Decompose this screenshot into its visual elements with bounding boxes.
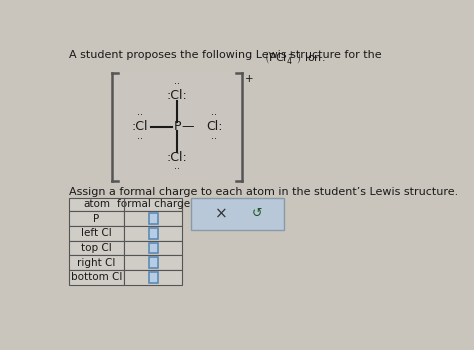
Bar bbox=[124, 241, 182, 255]
Bar bbox=[149, 257, 158, 268]
Text: ··: ·· bbox=[137, 134, 143, 143]
Bar bbox=[69, 241, 124, 255]
Text: ··: ·· bbox=[211, 134, 217, 143]
Text: :Cl: :Cl bbox=[132, 120, 148, 133]
Bar bbox=[69, 270, 124, 285]
Bar bbox=[69, 211, 124, 226]
Bar bbox=[124, 226, 182, 241]
Text: ··: ·· bbox=[174, 164, 180, 174]
Text: formal charge: formal charge bbox=[117, 199, 190, 209]
Bar bbox=[149, 214, 158, 224]
Text: left Cl: left Cl bbox=[81, 228, 112, 238]
Text: —: — bbox=[182, 120, 194, 133]
Text: P: P bbox=[173, 120, 181, 133]
Bar bbox=[69, 197, 182, 211]
Text: A student proposes the following Lewis structure for the: A student proposes the following Lewis s… bbox=[69, 50, 385, 60]
Text: —: — bbox=[155, 120, 167, 133]
Bar bbox=[112, 73, 242, 181]
Bar bbox=[149, 272, 158, 283]
Bar bbox=[124, 270, 182, 285]
Text: P: P bbox=[93, 214, 100, 224]
Text: Assign a formal charge to each atom in the student’s Lewis structure.: Assign a formal charge to each atom in t… bbox=[69, 187, 458, 197]
Bar bbox=[69, 255, 124, 270]
Text: top Cl: top Cl bbox=[81, 243, 112, 253]
Text: atom: atom bbox=[83, 199, 110, 209]
Bar bbox=[191, 197, 284, 230]
Text: $\left(\mathrm{PCl}_4^+\right)$ ion.: $\left(\mathrm{PCl}_4^+\right)$ ion. bbox=[264, 50, 325, 67]
Bar bbox=[149, 243, 158, 253]
Text: bottom Cl: bottom Cl bbox=[71, 272, 122, 282]
Text: ×: × bbox=[215, 206, 228, 221]
Text: $\circlearrowleft$: $\circlearrowleft$ bbox=[249, 207, 263, 220]
Text: Cl:: Cl: bbox=[206, 120, 222, 133]
Text: ··: ·· bbox=[211, 110, 217, 120]
Text: right Cl: right Cl bbox=[77, 258, 116, 268]
Text: :Cl:: :Cl: bbox=[167, 89, 187, 103]
Bar bbox=[149, 228, 158, 239]
Text: :Cl:: :Cl: bbox=[167, 151, 187, 164]
Bar bbox=[124, 211, 182, 226]
Bar bbox=[124, 255, 182, 270]
Text: +: + bbox=[245, 74, 253, 84]
Text: ··: ·· bbox=[137, 110, 143, 120]
Text: ··: ·· bbox=[174, 79, 180, 89]
Bar bbox=[69, 226, 124, 241]
